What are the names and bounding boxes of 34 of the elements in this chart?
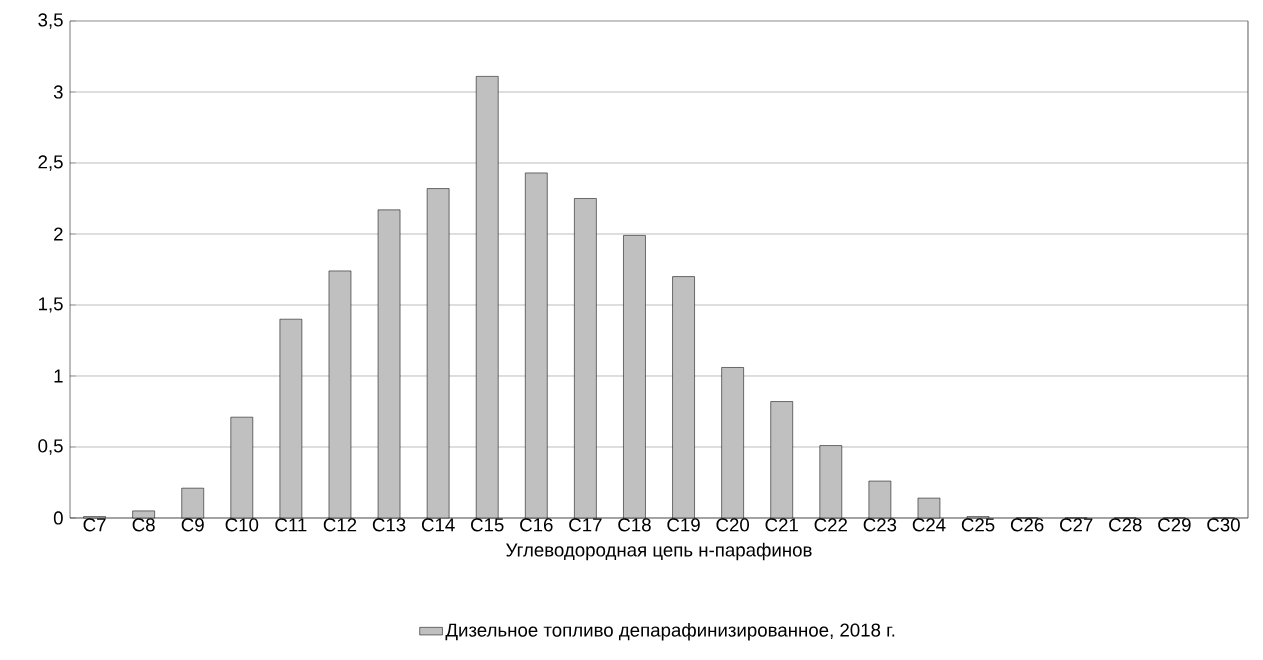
x-tick-label: C27 — [1060, 518, 1093, 532]
x-tick-label: C9 — [181, 518, 204, 532]
x-tick-label: C14 — [421, 518, 455, 532]
y-tick-label: 2 — [54, 227, 63, 241]
y-tick-label: 1,5 — [39, 297, 63, 313]
x-tick-label: C20 — [716, 518, 750, 532]
x-tick-label: C16 — [520, 518, 553, 532]
y-tick-label: 3 — [53, 85, 63, 99]
legend-label: Дизельное топливо депарафинизированное, 2018 г. — [445, 622, 895, 641]
y-tick-label: 0 — [53, 511, 63, 525]
x-tick-label: C28 — [1109, 518, 1142, 532]
x-tick-label: C25 — [961, 518, 995, 532]
x-tick-label: C12 — [323, 518, 357, 532]
y-tick-label: 1 — [54, 369, 63, 383]
x-tick-label: C15 — [471, 518, 504, 532]
x-tick-label: C19 — [667, 518, 700, 532]
y-tick-label: 2,5 — [38, 155, 63, 171]
y-tick-label: 3,5 — [38, 13, 63, 29]
y-tick-label: 0,5 — [38, 439, 63, 455]
x-tick-label: C11 — [275, 518, 307, 532]
x-tick-label: C29 — [1158, 518, 1191, 532]
x-tick-label: C21 — [765, 518, 798, 532]
x-tick-label: C30 — [1207, 518, 1240, 532]
x-tick-label: C24 — [912, 518, 946, 532]
x-axis-title: Углеводородная цепь н-парафинов — [506, 542, 812, 561]
x-tick-label: C10 — [225, 518, 259, 532]
x-tick-label: C7 — [83, 518, 106, 532]
x-tick-label: C13 — [372, 518, 406, 532]
x-tick-label: C23 — [863, 518, 897, 532]
x-tick-label: C22 — [814, 518, 847, 532]
x-tick-label: C17 — [569, 518, 602, 532]
x-tick-label: C18 — [618, 518, 651, 532]
x-tick-label: C8 — [132, 518, 155, 532]
x-tick-label: C26 — [1010, 518, 1044, 532]
